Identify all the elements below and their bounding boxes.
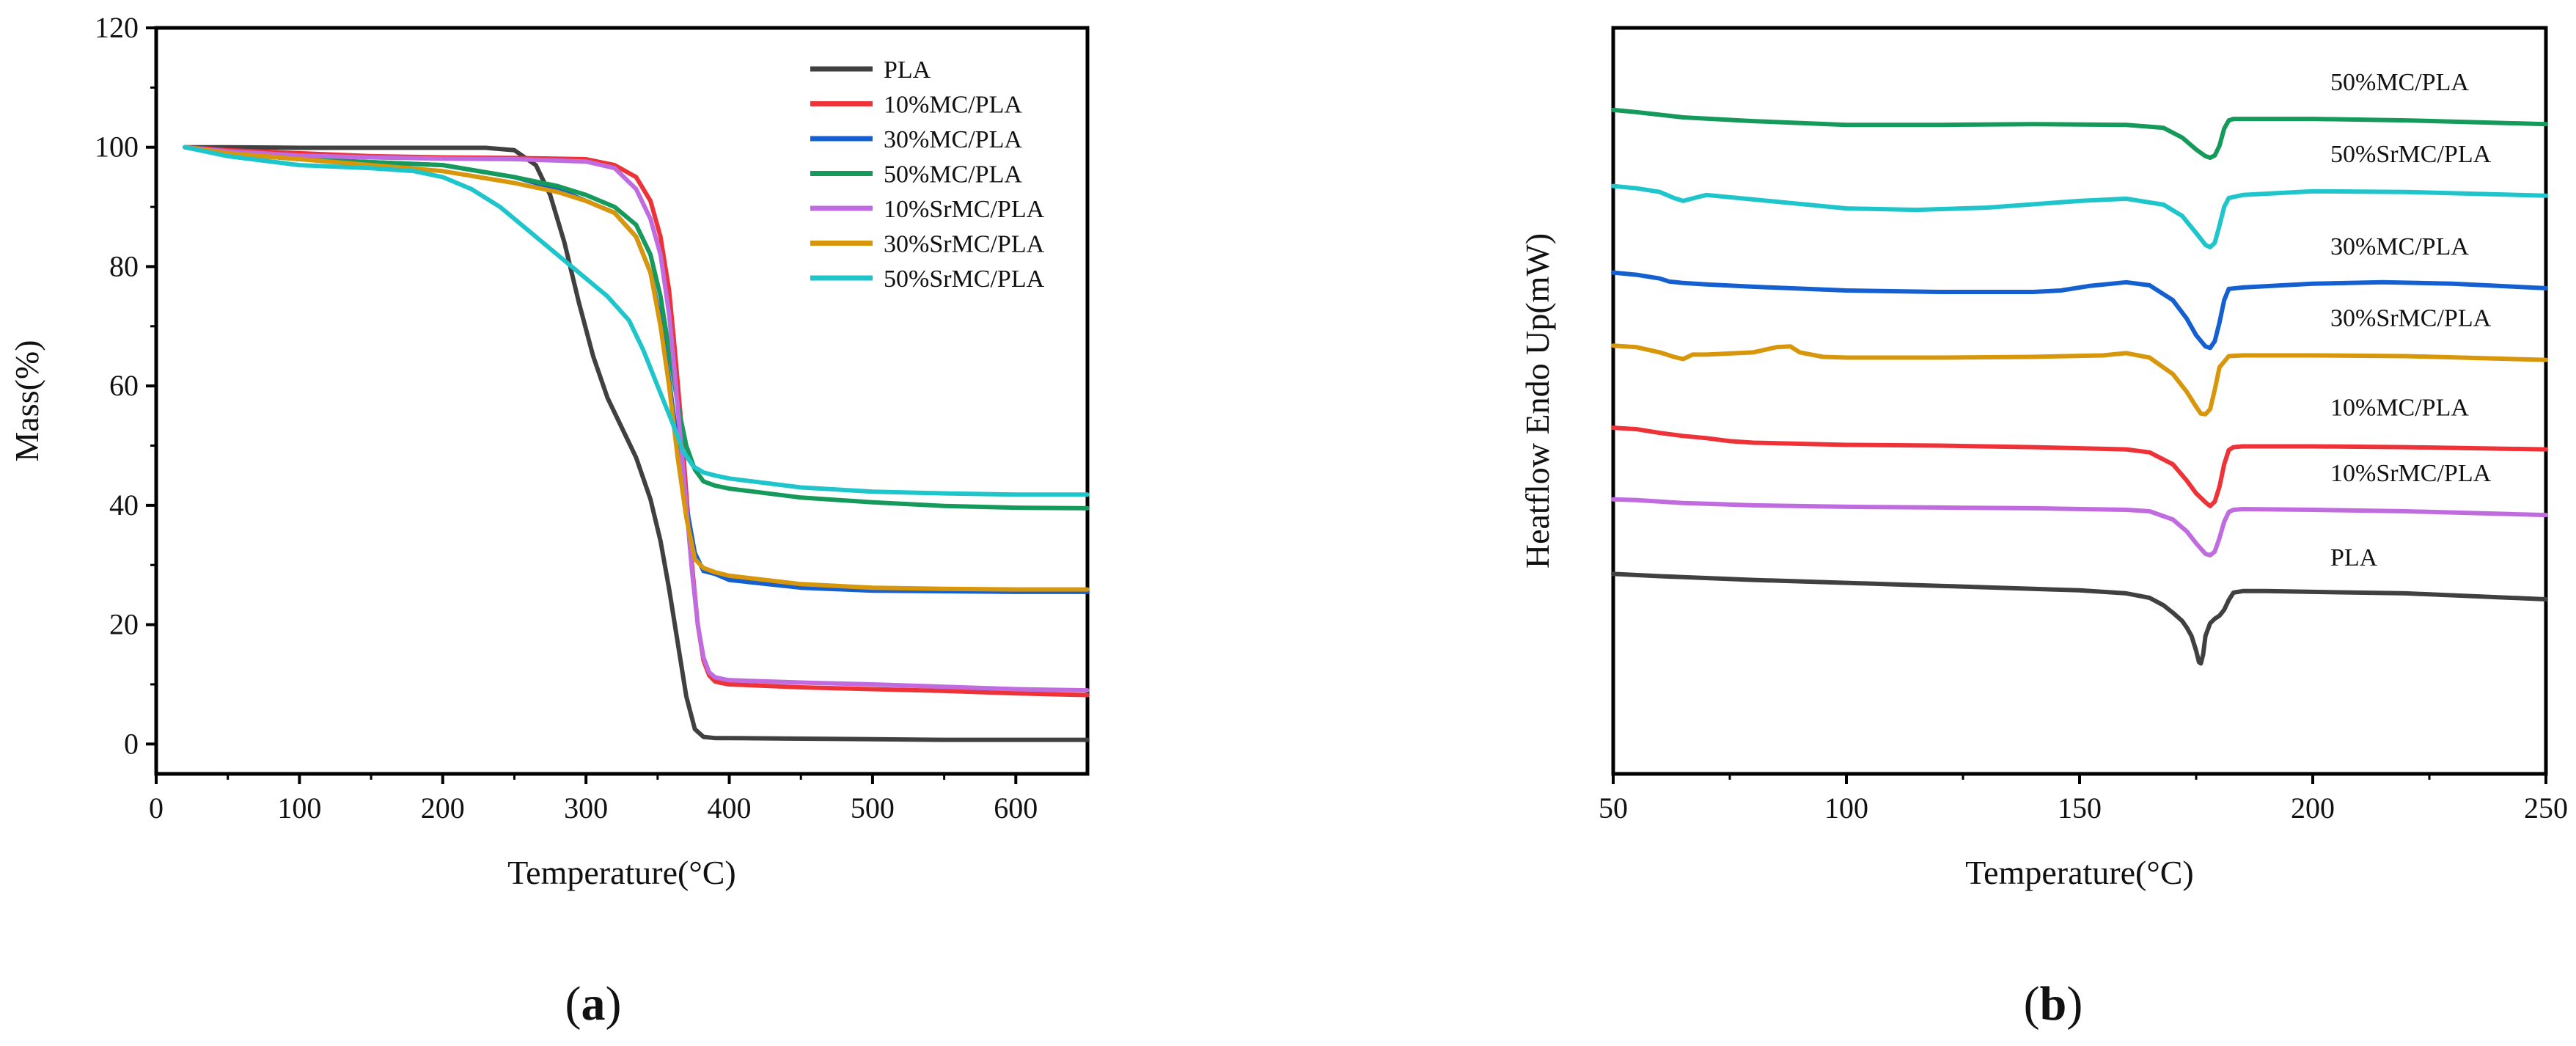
series-lines-a	[183, 145, 1090, 742]
y-tick-label-a: 100	[95, 131, 139, 164]
y-tick-label-a: 80	[109, 249, 139, 282]
series-line-50-srmc-pla	[1611, 183, 2548, 249]
x-tick-label-b: 100	[1824, 791, 1868, 824]
x-tick-label-b: 200	[2291, 791, 2335, 824]
legend-label: 50%MC/PLA	[884, 161, 1022, 189]
curve-label: 10%SrMC/PLA	[2330, 460, 2492, 487]
y-axis-label-b: Heatflow Endo Up(mW)	[1519, 233, 1556, 568]
series-line-30-srmc-pla	[1611, 343, 2548, 417]
curve-label: 30%MC/PLA	[2330, 233, 2469, 260]
series-line-pla	[183, 145, 1090, 742]
panel-tag-b: (b)	[2024, 977, 2083, 1031]
legend-label: 30%SrMC/PLA	[884, 231, 1045, 258]
series-line-50-mc-pla	[183, 145, 1090, 511]
legend-label: 30%MC/PLA	[884, 126, 1022, 153]
panel-tag-a: (a)	[565, 977, 622, 1031]
legend-label: 10%SrMC/PLA	[884, 196, 1045, 223]
chart-a: 0 100 200 300 400 500 600 0 20 40 60 80 100 120 PLA 10…	[8, 11, 1090, 891]
legend-label: 50%SrMC/PLA	[884, 266, 1045, 293]
series-line-50-mc-pla	[1611, 107, 2548, 160]
x-tick-label-b: 150	[2058, 791, 2102, 824]
y-tick-label-a: 40	[109, 489, 139, 522]
x-tick-label-a: 400	[708, 791, 752, 824]
curve-label: 30%SrMC/PLA	[2330, 305, 2492, 332]
y-axis-label-a: Mass(%)	[8, 340, 45, 461]
x-axis-label-a: Temperature(°C)	[507, 854, 735, 891]
x-axis-label-b: Temperature(°C)	[1965, 854, 2193, 891]
x-tick-label-b: 250	[2524, 791, 2568, 824]
legend-a: PLA 10%MC/PLA 30%MC/PLA 50%MC/PLA 10%SrMC/PL…	[810, 56, 1045, 293]
chart-b: 50 100 150 200 250 50%MC/PLA 50%SrMC/PLA 30%MC…	[1519, 26, 2568, 891]
x-tick-label-a: 600	[994, 791, 1038, 824]
curve-labels-b: 50%MC/PLA 50%SrMC/PLA 30%MC/PLA 30%SrMC/PLA…	[2330, 69, 2492, 571]
series-line-30-mc-pla	[1611, 270, 2548, 351]
x-tick-label-a: 100	[277, 791, 321, 824]
x-tick-label-b: 50	[1599, 791, 1628, 824]
x-tick-label-a: 500	[851, 791, 895, 824]
x-tick-label-a: 300	[564, 791, 608, 824]
series-line-50-srmc-pla	[183, 145, 1090, 497]
legend-label: PLA	[884, 56, 931, 84]
series-line-30-srmc-pla	[183, 145, 1090, 592]
tick-marks-a: 0 100 200 300 400 500 600 0 20 40 60 80 100 120	[95, 11, 1038, 824]
legend-label: 10%MC/PLA	[884, 92, 1022, 119]
y-tick-label-a: 20	[109, 608, 139, 641]
curve-label: 50%MC/PLA	[2330, 69, 2469, 96]
curve-label: 10%MC/PLA	[2330, 395, 2469, 422]
x-tick-label-a: 200	[421, 791, 465, 824]
y-tick-label-a: 0	[124, 727, 139, 760]
plot-frame-a	[154, 26, 1090, 776]
series-line-pla	[1611, 571, 2548, 666]
series-lines-b	[1611, 107, 2548, 666]
y-tick-label-a: 120	[95, 11, 139, 44]
tick-marks-b: 50 100 150 200 250	[1599, 774, 2568, 824]
series-line-10-srmc-pla	[1611, 497, 2548, 557]
curve-label: 50%SrMC/PLA	[2330, 141, 2492, 168]
x-tick-label-a: 0	[149, 791, 164, 824]
curve-label: PLA	[2330, 544, 2378, 571]
series-line-10-mc-pla	[1611, 425, 2548, 508]
y-tick-label-a: 60	[109, 369, 139, 402]
